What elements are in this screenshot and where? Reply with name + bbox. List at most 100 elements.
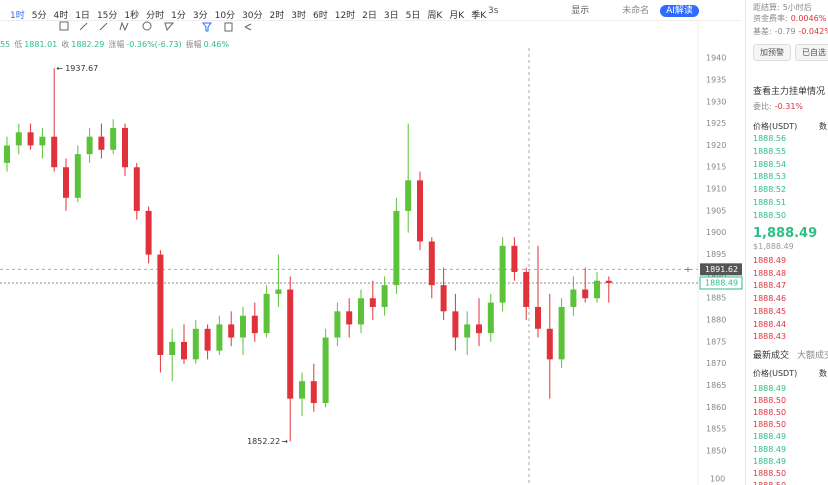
trade-tab[interactable]: 大额成交 <box>797 351 828 361</box>
candle-body <box>240 315 246 338</box>
candle-body <box>310 381 317 404</box>
ask-price: 1888.50 <box>753 210 787 220</box>
trade-row: 1888.49 <box>753 384 786 393</box>
header-qty: 数 <box>819 122 827 131</box>
toolbar: 1时 5分 4时 1日 15分 1秒 分时 1分 3分 10分 30分 2时 3时 6时 12时 2日 3日 5日… <box>10 3 493 22</box>
panel-button[interactable]: 加预警 <box>753 44 791 61</box>
candle-body <box>381 285 388 307</box>
candle-body <box>464 324 471 338</box>
candle-body <box>546 328 553 360</box>
candle-body <box>216 324 223 351</box>
y-tick-label: 1850 <box>706 447 726 456</box>
info-lead: 55 <box>0 40 11 49</box>
candle-body <box>51 136 58 168</box>
candle-body <box>39 136 46 146</box>
candle-body <box>452 311 459 338</box>
trade-price: 1888.50 <box>753 420 787 430</box>
basis-pct: -0.042% <box>798 27 828 36</box>
candle-body <box>487 302 494 334</box>
candle-body <box>346 311 353 325</box>
y-tick-label: 1895 <box>706 250 726 259</box>
refresh[interactable]: 3s <box>488 6 499 16</box>
interval-tab[interactable]: 1秒 <box>124 11 140 21</box>
funding-label: 资金费率: <box>753 14 788 23</box>
bid-price: 1888.44 <box>753 319 787 329</box>
interval-tab[interactable]: 4时 <box>53 11 69 21</box>
trade-price: 1888.49 <box>753 456 787 466</box>
y-tick-label: 1865 <box>706 381 726 390</box>
low-arrow: → <box>281 437 288 446</box>
last-usd: $1,888.49 <box>753 242 794 251</box>
y-tick-label: 1925 <box>706 119 726 128</box>
interval-tab[interactable]: 30分 <box>242 11 263 21</box>
candle-body <box>133 167 140 211</box>
interval-tab[interactable]: 12时 <box>334 11 356 21</box>
interval-tab[interactable]: 15分 <box>96 11 118 21</box>
low-label: 1852.22 <box>247 437 280 446</box>
interval-tab[interactable]: 2时 <box>269 11 285 21</box>
basis: 基差:-0.79-0.042% <box>753 26 828 37</box>
display[interactable]: 显示 <box>571 6 590 16</box>
trade-price: 1888.49 <box>753 384 787 393</box>
trade-price: 1888.49 <box>753 444 787 454</box>
interval-tab[interactable]: 季K <box>471 11 487 21</box>
basis-value: -0.79 <box>774 27 796 36</box>
y-tick-label: 1855 <box>706 425 726 434</box>
interval-tab[interactable]: 6时 <box>312 11 328 21</box>
info-label: 涨幅 <box>108 40 125 49</box>
crosshair-plus: + <box>685 265 692 274</box>
interval-tab[interactable]: 周K <box>427 11 443 21</box>
y-tick-label: 1905 <box>706 206 726 215</box>
candle-body <box>86 136 93 155</box>
depth-link-text[interactable]: 查看主力挂单情况 <box>753 87 826 97</box>
interval-tab[interactable]: 1日 <box>75 11 90 21</box>
interval-tab[interactable]: 3时 <box>291 11 306 21</box>
bid-row: 1888.46 <box>753 294 786 303</box>
trade-tab[interactable]: 最新成交 <box>753 351 790 361</box>
last-big: 1,888.49 <box>753 226 818 241</box>
last-price: 1888.49 <box>705 278 738 287</box>
candle-body <box>511 245 518 273</box>
candle-body <box>405 180 412 211</box>
buttons: 加预警 已自选 <box>753 44 828 61</box>
y-tick-label: 1880 <box>706 316 726 325</box>
trade-row: 1888.50 <box>753 396 786 405</box>
interval-tab[interactable]: 1分 <box>171 11 186 21</box>
trade-row: 1888.50 <box>753 469 786 478</box>
info-value: 1881.01 <box>24 40 58 49</box>
trade-price: 1888.50 <box>753 396 787 406</box>
table-header: 价格(USDT) 数 <box>753 368 828 379</box>
interval-tab[interactable]: 月K <box>449 11 465 21</box>
interval-tab[interactable]: 1时 <box>10 11 25 21</box>
layout-name[interactable]: 未命名 <box>622 6 650 16</box>
interval-tab[interactable]: 3日 <box>383 11 399 21</box>
panel-button[interactable]: 已自选 <box>795 44 828 61</box>
ask-row: 1888.55 <box>753 147 786 156</box>
candle-body <box>181 341 187 360</box>
interval-tab[interactable]: 2日 <box>362 11 377 21</box>
y-tick-label: 1900 <box>706 228 726 237</box>
settle-label: 距结算: <box>753 3 780 12</box>
basis-label: 基差: <box>753 27 772 36</box>
candle-body <box>157 254 164 355</box>
candle-body <box>263 293 270 334</box>
y-tick-label: 1910 <box>706 185 726 194</box>
candle-body <box>145 210 152 255</box>
ohlc-info: 55 低 1881.01 收 1882.29 涨幅 -0.36%(-6.73) 振幅 0.46% <box>0 39 229 50</box>
interval-tab[interactable]: 分时 <box>146 11 165 21</box>
trade-price: 1888.50 <box>753 481 786 485</box>
interval-tab[interactable]: 5分 <box>31 11 47 21</box>
high-label: 1937.67 <box>65 64 98 73</box>
interval-tab[interactable]: 3分 <box>192 11 208 21</box>
ai-button[interactable]: AI解读 <box>660 5 699 17</box>
candlestick-chart: 1940 1935 1930 1925 1920 1915 1910 1905 1900 1895… <box>0 20 743 485</box>
ratio-label: 委比: <box>753 102 772 111</box>
interval-tab[interactable]: 5日 <box>405 11 421 21</box>
interval-tab[interactable]: 10分 <box>214 11 236 21</box>
header-price: 价格(USDT) <box>753 369 798 378</box>
candle-body <box>558 306 565 360</box>
candle-body <box>228 324 235 338</box>
candle-body <box>535 306 541 329</box>
header-qty: 数 <box>819 369 827 378</box>
last-price-big: 1,888.49 <box>753 226 817 241</box>
